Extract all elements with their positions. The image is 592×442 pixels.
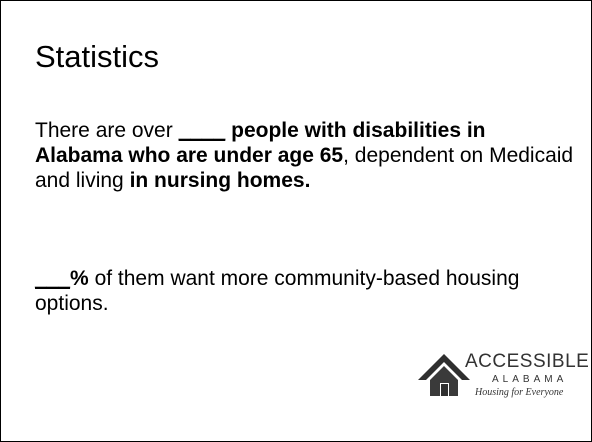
paragraph-text: of them want more community-based housin… — [35, 267, 520, 315]
percent-sign: % — [70, 267, 89, 290]
logo-accessible-text: ACCESSIBLE — [465, 351, 590, 372]
statistic-paragraph-2: ___% of them want more community-based h… — [35, 266, 575, 316]
logo-alabama-text: ALABAMA — [492, 374, 568, 385]
paragraph-text: , dependent on Medicaid and living — [35, 144, 574, 192]
slide-title: Statistics — [35, 39, 160, 74]
paragraph-bold-text: people with disabilities in Alabama who … — [35, 119, 486, 167]
paragraph-text: There are over — [35, 119, 179, 142]
logo-tagline: Housing for Everyone — [475, 387, 564, 398]
house-icon — [418, 354, 470, 396]
accessible-alabama-logo: ACCESSIBLE ALABAMA Housing for Everyone — [418, 350, 589, 430]
fill-in-blank: ___ — [35, 267, 71, 290]
fill-in-blank: ____ — [178, 119, 226, 142]
paragraph-bold-text: in nursing homes. — [129, 169, 311, 192]
statistic-paragraph-1: There are over ____ people with disabili… — [35, 118, 575, 193]
